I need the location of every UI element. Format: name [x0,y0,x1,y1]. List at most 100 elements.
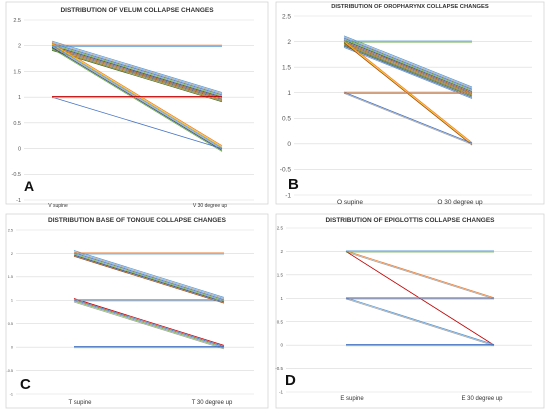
series-line [343,92,473,145]
y-tick-label: 0 [18,146,21,152]
y-tick-label: -1 [10,392,13,396]
series-line [51,43,223,148]
series-line [73,250,225,298]
y-tick-label: 1.5 [8,275,13,279]
series-line [343,46,473,99]
panel-frame [5,1,269,205]
series-line [343,37,473,90]
series-line [51,48,223,101]
y-tick-label: -1 [285,192,291,199]
series-line [73,298,225,346]
series-line [51,47,223,100]
panel-letter: C [20,376,31,393]
x-category-label: T supine [69,400,93,406]
series-line [343,42,473,95]
y-tick-label: -0.5 [6,369,13,373]
series-line [345,297,495,345]
chart-title: DISTRIBUTION BASE OF TONGUE COLLAPSE CHA… [48,217,227,224]
y-tick-label: 2 [11,252,13,256]
series-line [51,48,223,152]
y-tick-label: -0.5 [12,172,21,178]
series-line [73,254,225,303]
panel-frame [5,213,269,409]
series-line [343,35,473,88]
series-line [343,40,473,144]
series-line [73,253,225,302]
y-tick-label: 0.5 [277,319,284,324]
y-tick-label: -1 [16,198,21,204]
y-tick-label: 0 [287,141,291,148]
series-line [345,298,495,347]
y-tick-label: 2.5 [282,13,291,20]
x-category-label: O supine [337,199,363,206]
y-tick-label: 1 [11,299,13,303]
series-line [73,300,225,349]
panel-letter: B [288,176,299,193]
chart-title: DISTRIBUTION OF VELUM COLLAPSE CHANGES [60,7,214,14]
y-tick-label: 1.5 [282,64,291,71]
chart-title: DISTRIBUTION OF OROPHARYNX COLLAPSE CHAN… [331,4,489,10]
series-line [51,42,223,147]
series-line [51,41,223,95]
series-line [51,40,223,93]
series-line [73,252,225,301]
y-tick-label: 2 [18,44,21,50]
y-tick-label: 2 [287,39,291,46]
y-tick-label: -1 [279,390,283,395]
y-tick-label: 2.5 [13,18,21,24]
y-tick-label: 0 [11,345,13,349]
panel-velum: DISTRIBUTION OF VELUM COLLAPSE CHANGES 2.… [5,1,269,209]
series-line [343,44,473,97]
panel-epiglottis: DISTRIBUTION OF EPIGLOTTIS COLLAPSE CHAN… [275,213,545,409]
y-tick-label: 2 [280,249,283,254]
x-category-label: O 30 degree up [437,199,483,206]
y-tick-label: 0.5 [13,121,21,127]
x-category-label: E 30 degree up [461,396,503,402]
x-category-label: E supine [340,396,364,402]
series-line [343,91,473,144]
series-line [343,42,473,146]
y-tick-label: -0.5 [275,366,283,371]
series-line [73,299,225,347]
y-tick-label: 1.5 [13,69,21,75]
series-line [343,41,473,94]
panel-letter: D [285,372,296,389]
y-tick-label: 0.5 [282,116,291,123]
y-tick-label: -0.5 [280,167,292,174]
panel-frame [275,213,545,409]
series-line [51,44,223,97]
series-line [51,49,223,103]
panel-letter: A [24,178,34,194]
series-line [343,45,473,98]
series-line [343,43,473,96]
y-tick-label: 2.5 [8,228,13,232]
series-line [345,250,495,299]
series-line [343,40,473,92]
series-line [51,96,223,149]
y-tick-label: 1 [287,90,291,97]
x-category-label: V supine [48,203,68,209]
panel-base-of-tongue: DISTRIBUTION BASE OF TONGUE COLLAPSE CHA… [5,213,269,409]
y-tick-label: 2.5 [277,226,284,231]
y-tick-label: 1 [18,95,21,101]
series-line [51,47,223,151]
series-line [345,251,495,300]
series-line [345,251,495,346]
y-tick-label: 0.5 [8,322,13,326]
series-line [343,41,473,145]
panel-oropharynx: DISTRIBUTION OF OROPHARYNX COLLAPSE CHAN… [275,1,545,206]
y-tick-label: 1.5 [277,272,284,277]
series-line [73,255,225,304]
series-line [343,38,473,91]
series-line [51,43,223,96]
series-line [73,251,225,299]
panel-frame [275,1,545,205]
chart-title: DISTRIBUTION OF EPIGLOTTIS COLLAPSE CHAN… [325,217,495,224]
x-category-label: V 30 degree up [193,203,227,209]
series-line [51,45,223,98]
y-tick-label: 0 [280,343,283,348]
series-line [343,36,473,89]
y-tick-label: 1 [280,296,283,301]
series-line [51,46,223,99]
